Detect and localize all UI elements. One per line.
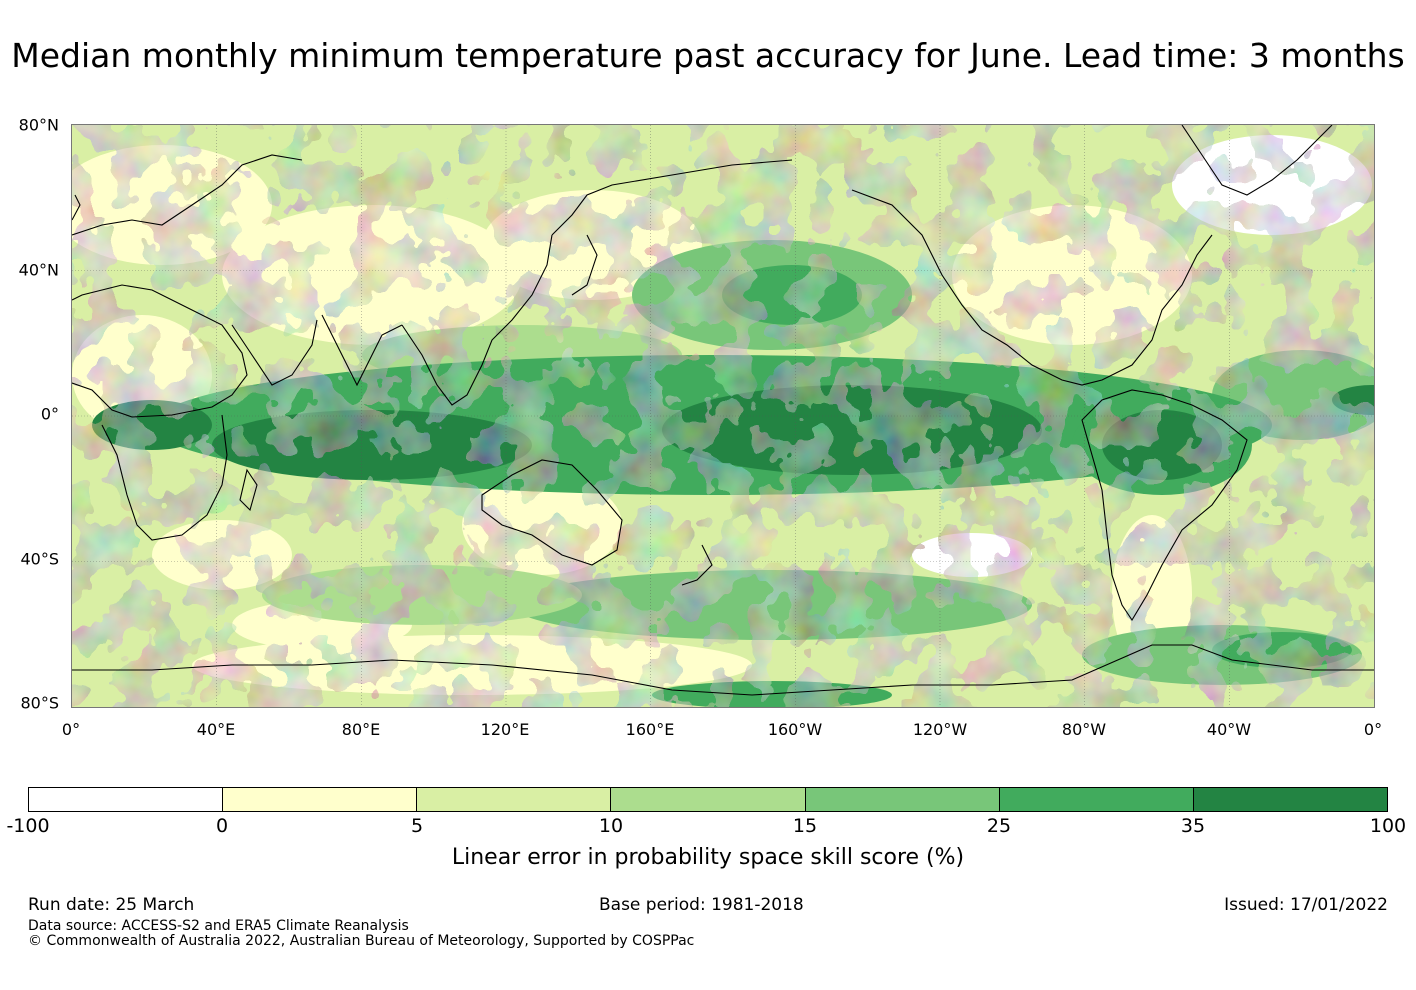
- colorbar-segment: [999, 788, 1194, 811]
- lon-label-120w: 120°W: [912, 720, 968, 739]
- north-america-coastline: [851, 189, 1213, 386]
- colorbar-segment: [223, 788, 418, 811]
- greenland-coastline: [1181, 125, 1333, 196]
- lon-label-80e: 80°E: [341, 720, 381, 739]
- lat-label-80s: 80°S: [20, 693, 59, 713]
- lon-label-160w: 160°W: [767, 720, 823, 739]
- colorbar-segment: [1193, 788, 1387, 811]
- colorbar-segment: [805, 788, 1000, 811]
- colorbar-segment: [611, 788, 806, 811]
- antarctica-coastline: [72, 644, 1374, 696]
- africa-coastline: [72, 284, 248, 418]
- lon-label-80w: 80°W: [1061, 720, 1107, 739]
- lon-label-160e: 160°E: [625, 720, 675, 739]
- colorbar-segment: [29, 788, 224, 811]
- colorbar-tick: 15: [792, 815, 818, 837]
- australia-coastline: [481, 459, 623, 566]
- coastlines: [72, 125, 1374, 696]
- issued-date: Issued: 17/01/2022: [1224, 895, 1388, 915]
- lat-label-40n: 40°N: [18, 260, 59, 280]
- europe-coastline: [72, 154, 303, 236]
- copyright: © Commonwealth of Australia 2022, Austra…: [28, 933, 695, 949]
- uk-coastline: [72, 194, 81, 221]
- map-canvas: [72, 125, 1374, 707]
- lon-label-0-left: 0°: [61, 720, 81, 739]
- new-zealand-coastline: [681, 544, 713, 586]
- graticule: [72, 125, 1374, 707]
- colorbar-tick: 100: [1369, 815, 1407, 837]
- madagascar-coastline: [239, 468, 258, 512]
- colorbar-segment: [417, 788, 612, 811]
- lat-label-40s: 40°S: [20, 549, 59, 569]
- lat-label-80n: 80°N: [18, 115, 59, 135]
- colorbar-tick: -100: [6, 815, 50, 837]
- run-date: Run date: 25 March: [28, 895, 195, 915]
- india-coastline: [321, 314, 403, 387]
- east-asia-coastline: [551, 159, 793, 236]
- colorbar-tick: 0: [215, 815, 229, 837]
- lon-label-0-right: 0°: [1363, 720, 1383, 739]
- lat-label-equator: 0°: [40, 404, 59, 424]
- se-asia-coastline: [401, 234, 553, 406]
- south-america-coastline: [1081, 389, 1248, 622]
- lon-label-120e: 120°E: [480, 720, 530, 739]
- data-source: Data source: ACCESS-S2 and ERA5 Climate …: [28, 918, 409, 934]
- lon-label-40w: 40°W: [1206, 720, 1252, 739]
- colorbar: [28, 787, 1388, 812]
- colorbar-label: Linear error in probability space skill …: [451, 845, 965, 870]
- colorbar-tick: 35: [1180, 815, 1206, 837]
- africa-south-coastline: [101, 414, 228, 541]
- colorbar-tick: 25: [986, 815, 1012, 837]
- colorbar-tick: 5: [410, 815, 424, 837]
- base-period: Base period: 1981-2018: [599, 895, 804, 915]
- skill-score-map: [71, 124, 1375, 708]
- arabia-coastline: [231, 319, 318, 386]
- map-title: Median monthly minimum temperature past …: [11, 36, 1405, 75]
- colorbar-tick: 10: [598, 815, 624, 837]
- japan-coastline: [571, 234, 598, 296]
- lon-label-40e: 40°E: [196, 720, 236, 739]
